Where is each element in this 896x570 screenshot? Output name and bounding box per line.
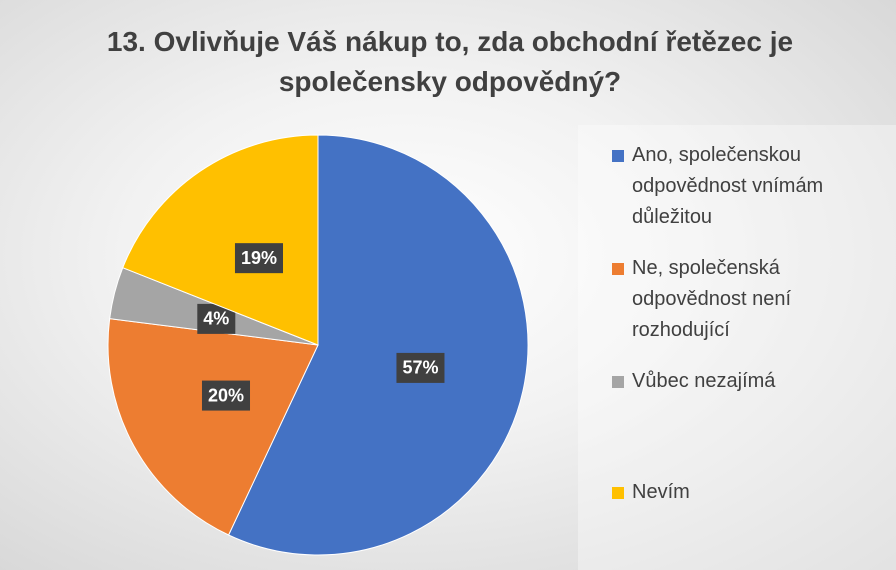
value-label-box (201, 380, 251, 411)
legend-label: Ne, společenská odpovědnost není rozhodu… (632, 257, 792, 341)
legend-panel (578, 125, 896, 570)
legend-label: Vůbec nezajímá (632, 370, 776, 392)
legend-swatch (612, 150, 624, 162)
legend-label: Ano, společenskou odpovědnost vnímám důl… (632, 144, 824, 228)
value-label: 4% (203, 309, 229, 329)
legend-swatch (612, 263, 624, 275)
chart-title: 13. Ovlivňuje Váš nákup to, zda obchodní… (106, 26, 794, 97)
value-label: 20% (208, 385, 244, 405)
legend-swatch (612, 376, 624, 388)
value-label-box (396, 352, 445, 383)
pie-slice (227, 134, 529, 556)
value-label: 19% (241, 248, 277, 268)
value-label: 57% (402, 358, 438, 378)
pie-slice (107, 318, 319, 536)
value-label-box (234, 243, 283, 274)
legend-swatch (612, 487, 624, 499)
legend-label: Nevím (632, 481, 690, 503)
pie-slice (122, 134, 319, 346)
